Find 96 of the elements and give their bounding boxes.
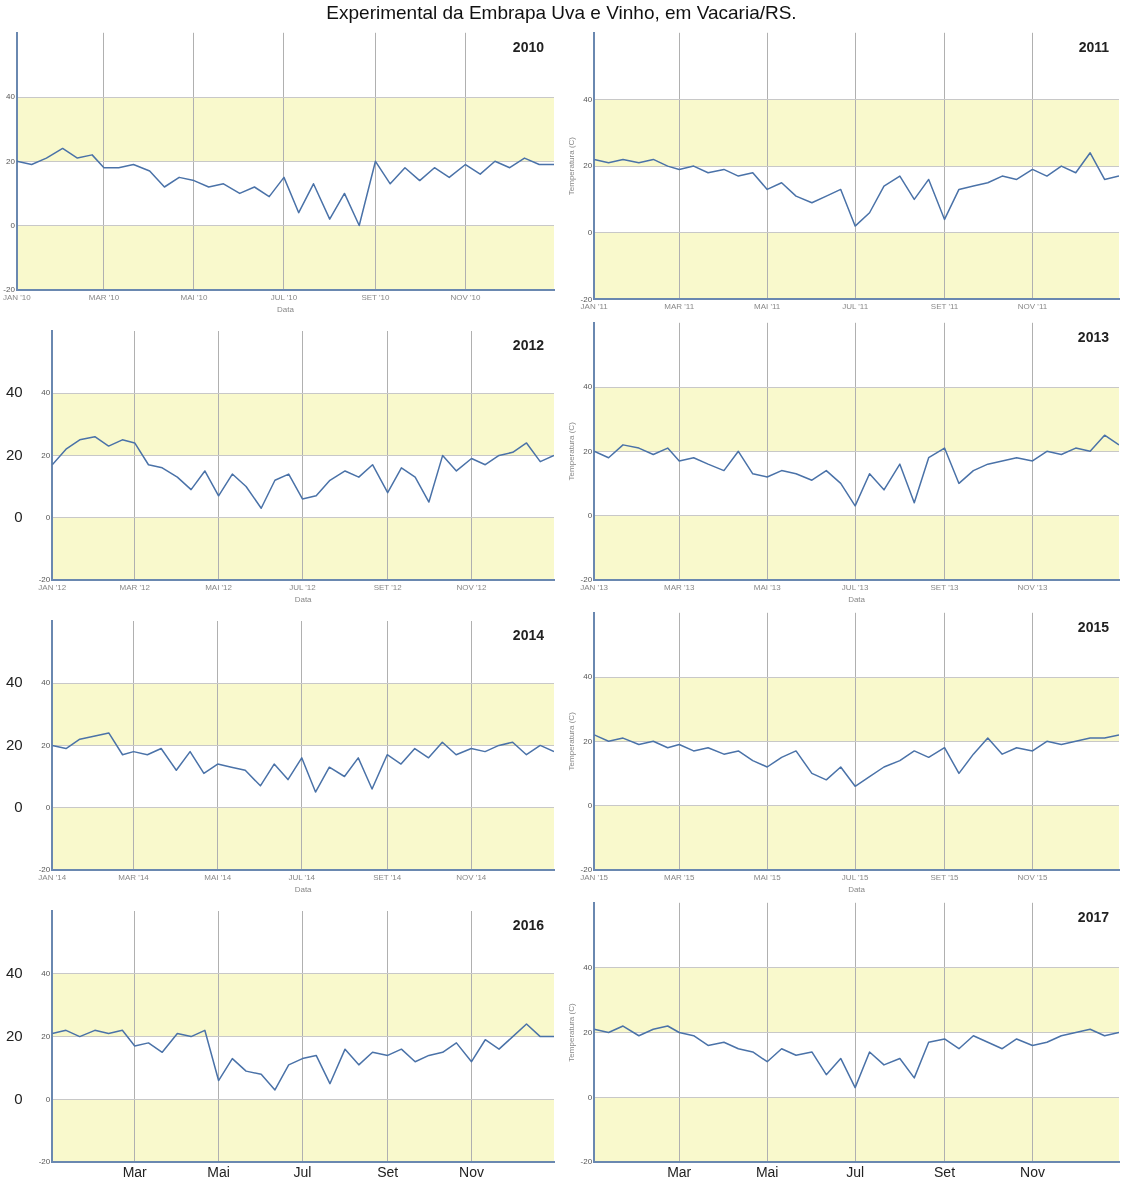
x-tick-label: NOV '12 bbox=[456, 582, 488, 592]
x-tick-label: MAI '14 bbox=[204, 872, 232, 882]
x-tick-label: JAN '13 bbox=[580, 582, 609, 592]
x-tick-label: NOV '13 bbox=[1017, 582, 1049, 592]
y-tick-label: 20 bbox=[5, 156, 16, 166]
x-tick-label: Mai bbox=[207, 1164, 230, 1181]
y-tick-label: 20 bbox=[583, 1027, 593, 1037]
x-tick-label: MAI '15 bbox=[753, 872, 782, 882]
text: 2016 bbox=[512, 916, 545, 933]
y-tick-label: 40 bbox=[41, 969, 51, 978]
x-tick-label: Jul bbox=[846, 1164, 865, 1181]
x-tick-label: NOV '14 bbox=[456, 872, 487, 882]
x-tick-label: JUL '12 bbox=[289, 582, 317, 592]
x-tick-label: NOV '11 bbox=[1017, 302, 1048, 312]
chart-title: 2010 bbox=[512, 38, 545, 55]
x-tick-label: MAR '13 bbox=[664, 582, 695, 592]
chart-title: 2011 bbox=[1078, 38, 1110, 55]
y-tick-label: -20 bbox=[38, 1157, 51, 1167]
x-axis-title: Data bbox=[848, 595, 866, 605]
y-tick-label: -20 bbox=[580, 294, 593, 304]
x-tick-label: MAI '11 bbox=[754, 302, 781, 312]
y-axis-title: Temperatura (C) bbox=[567, 136, 576, 196]
y-axis-title: Temperatura (C) bbox=[567, 711, 576, 771]
x-tick-label: SET '15 bbox=[930, 872, 960, 882]
x-tick-label: Mar bbox=[667, 1164, 692, 1181]
y-tick-label: 40 bbox=[583, 672, 593, 682]
x-tick-label: MAI '10 bbox=[180, 292, 208, 302]
x-tick-label: JUL '15 bbox=[841, 872, 869, 882]
y-tick-label: 0 bbox=[587, 510, 593, 520]
x-tick-label: MAR '10 bbox=[88, 292, 120, 302]
y-tick-label: -20 bbox=[580, 1157, 593, 1167]
chart-title: 2015 bbox=[1077, 618, 1110, 635]
y-tick-label: 40 bbox=[41, 678, 51, 688]
y-tick-label: -20 bbox=[580, 865, 593, 874]
y-tick-label: 40 bbox=[583, 94, 593, 104]
x-tick-label: JUL '13 bbox=[841, 582, 869, 592]
x-tick-label: JAN '12 bbox=[38, 582, 67, 592]
x-tick-label: JUL '14 bbox=[288, 872, 316, 882]
x-tick-label: MAI '13 bbox=[753, 582, 782, 592]
x-tick-label: JUL '10 bbox=[270, 292, 298, 302]
y-tick-label: 20 bbox=[41, 740, 51, 750]
x-tick-label: SET '10 bbox=[361, 292, 391, 302]
chart-title: 2017 bbox=[1077, 908, 1110, 925]
y-tick-label: -20 bbox=[38, 575, 51, 584]
x-axis-title: Data bbox=[848, 885, 866, 895]
y-tick-label: 20 bbox=[41, 1031, 51, 1041]
x-tick-label: SET '12 bbox=[373, 582, 403, 592]
chart-title: 2012 bbox=[512, 336, 545, 353]
y-tick-label: 0 bbox=[45, 512, 51, 522]
chart-title: 2014 bbox=[512, 626, 545, 643]
y-tick-label: -20 bbox=[38, 865, 51, 874]
y-tick-label: 0 bbox=[587, 1092, 593, 1102]
x-tick-label: NOV '10 bbox=[450, 292, 482, 302]
x-tick-label: Mai bbox=[755, 1164, 779, 1181]
y-tick-label: 20 bbox=[583, 161, 593, 171]
x-tick-label: Nov bbox=[1020, 1164, 1045, 1181]
x-tick-label: SET '13 bbox=[930, 582, 960, 592]
x-tick-label: Set bbox=[377, 1164, 399, 1181]
y-tick-label: 0 bbox=[45, 1094, 51, 1104]
y-tick-label: 40 bbox=[583, 962, 593, 972]
y-tick-label: -20 bbox=[3, 285, 16, 294]
y-tick-label: 0 bbox=[587, 227, 593, 237]
x-tick-label: MAR '11 bbox=[664, 302, 695, 312]
y-tick-label: 40 bbox=[5, 92, 16, 102]
y-tick-label: 20 bbox=[583, 446, 593, 456]
x-tick-label: MAR '14 bbox=[118, 872, 150, 882]
x-tick-label: MAR '15 bbox=[664, 872, 695, 882]
y-tick-label: 20 bbox=[41, 450, 51, 460]
y-axis-title: Temperatura (C) bbox=[567, 421, 576, 481]
x-tick-label: JAN '15 bbox=[580, 872, 609, 882]
y-tick-label: -20 bbox=[580, 575, 593, 584]
x-tick-label: JAN '11 bbox=[580, 302, 609, 312]
y-tick-label: 40 bbox=[41, 388, 51, 398]
x-tick-label: JAN '14 bbox=[38, 872, 67, 882]
x-tick-label: JUL '11 bbox=[842, 302, 869, 312]
x-tick-label: Nov bbox=[459, 1164, 484, 1181]
y-tick-label: 40 bbox=[583, 382, 593, 392]
x-tick-label: NOV '15 bbox=[1017, 872, 1049, 882]
x-tick-label: MAR '12 bbox=[119, 582, 151, 592]
x-tick-label: JAN '10 bbox=[3, 292, 32, 302]
x-axis-title: Data bbox=[276, 305, 295, 315]
chart-title: 2013 bbox=[1077, 328, 1110, 345]
y-tick-label: 20 bbox=[583, 736, 593, 746]
x-tick-label: Jul bbox=[293, 1164, 312, 1181]
y-tick-label: 0 bbox=[10, 220, 16, 230]
x-tick-label: MAI '12 bbox=[205, 582, 233, 592]
x-tick-label: SET '11 bbox=[930, 302, 959, 312]
x-axis-title: Data bbox=[294, 885, 313, 895]
text: Experimental da Embrapa Uva e Vinho, em Vacaria/RS. bbox=[325, 2, 798, 24]
x-tick-label: Set bbox=[934, 1164, 956, 1181]
y-tick-label: 0 bbox=[587, 800, 593, 810]
y-axis-title: Temperatura (C) bbox=[567, 1003, 576, 1062]
x-axis-title: Data bbox=[294, 595, 313, 605]
x-tick-label: SET '14 bbox=[373, 872, 402, 882]
x-tick-label: Mar bbox=[122, 1164, 148, 1181]
y-tick-label: 0 bbox=[45, 802, 51, 812]
